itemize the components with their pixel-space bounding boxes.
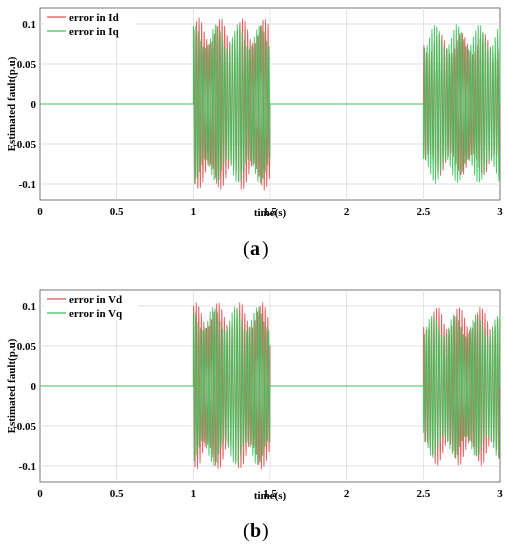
x-axis-label: time(s) xyxy=(254,490,287,502)
panel-label: ( b ) xyxy=(243,520,269,542)
legend-label-error-in-iq: error in Iq xyxy=(69,26,120,38)
y-tick-label: -0.1 xyxy=(19,179,36,191)
x-tick-label: 1.5 xyxy=(263,488,277,500)
chart-panel-b: 0 0.5 1 1.5 2 2.5 3 0.1 0.05 0 -0.05 -0.1 time(s) E… xyxy=(6,289,503,542)
panel-label: ( a ) xyxy=(243,238,269,260)
y-tick-label: -0.1 xyxy=(19,461,36,473)
x-tick-label: 2 xyxy=(344,206,350,218)
legend-label-error-in-vd: error in Vd xyxy=(69,294,122,306)
legend-box xyxy=(44,10,136,38)
tick-labels: 0 0.5 1 1.5 2 2.5 3 0.1 0.05 0 -0.05 -0.1 xyxy=(13,19,503,218)
x-tick-label: 1 xyxy=(191,206,197,218)
y-axis-label: Estimated fault(p.u) xyxy=(6,56,18,151)
tick-labels: 0 0.5 1 1.5 2 2.5 3 0.1 0.05 0 -0.05 -0.1 xyxy=(13,301,503,500)
x-tick-label: 2.5 xyxy=(416,488,430,500)
y-tick-label: -0.05 xyxy=(13,139,36,151)
x-tick-label: 0.5 xyxy=(110,206,124,218)
legend-label-error-in-vq: error in Vq xyxy=(69,308,123,320)
x-tick-label: 1.5 xyxy=(263,206,277,218)
panel-letter: b xyxy=(250,520,261,542)
x-tick-label: 1 xyxy=(191,488,197,500)
x-tick-label: 2.5 xyxy=(416,206,430,218)
legend-box xyxy=(44,292,138,320)
y-tick-label: 0 xyxy=(31,381,37,393)
svg-text:(: ( xyxy=(243,520,250,542)
panel-letter: a xyxy=(250,238,260,260)
series-layer xyxy=(40,17,501,191)
legend-label-error-in-id: error in Id xyxy=(69,12,119,24)
y-axis-label: Estimated fault(p.u) xyxy=(6,338,18,433)
svg-text:): ) xyxy=(262,520,269,542)
y-tick-label: 0.05 xyxy=(17,341,37,353)
series-layer xyxy=(40,302,501,470)
y-tick-label: 0.1 xyxy=(22,301,36,313)
svg-text:): ) xyxy=(262,238,269,260)
legend: error in Id error in Iq xyxy=(44,10,136,38)
svg-text:(: ( xyxy=(243,238,250,260)
series-error-in-iq xyxy=(40,24,501,184)
y-tick-label: 0 xyxy=(31,99,37,111)
x-axis-label: time(s) xyxy=(254,207,287,219)
x-tick-label: 3 xyxy=(497,488,503,500)
y-tick-label: 0.05 xyxy=(17,59,37,71)
x-tick-label: 0.5 xyxy=(110,488,124,500)
y-tick-label: 0.1 xyxy=(22,19,36,31)
legend: error in Vd error in Vq xyxy=(44,292,138,320)
chart-panel-a: 0 0.5 1 1.5 2 2.5 3 0.1 0.05 0 -0.05 -0.1 time(s) E… xyxy=(6,7,503,260)
series-error-in-vq xyxy=(40,306,501,466)
x-tick-label: 2 xyxy=(344,488,350,500)
y-tick-label: -0.05 xyxy=(13,421,36,433)
x-tick-label: 0 xyxy=(37,488,43,500)
x-tick-label: 0 xyxy=(37,206,43,218)
x-tick-label: 3 xyxy=(497,206,503,218)
